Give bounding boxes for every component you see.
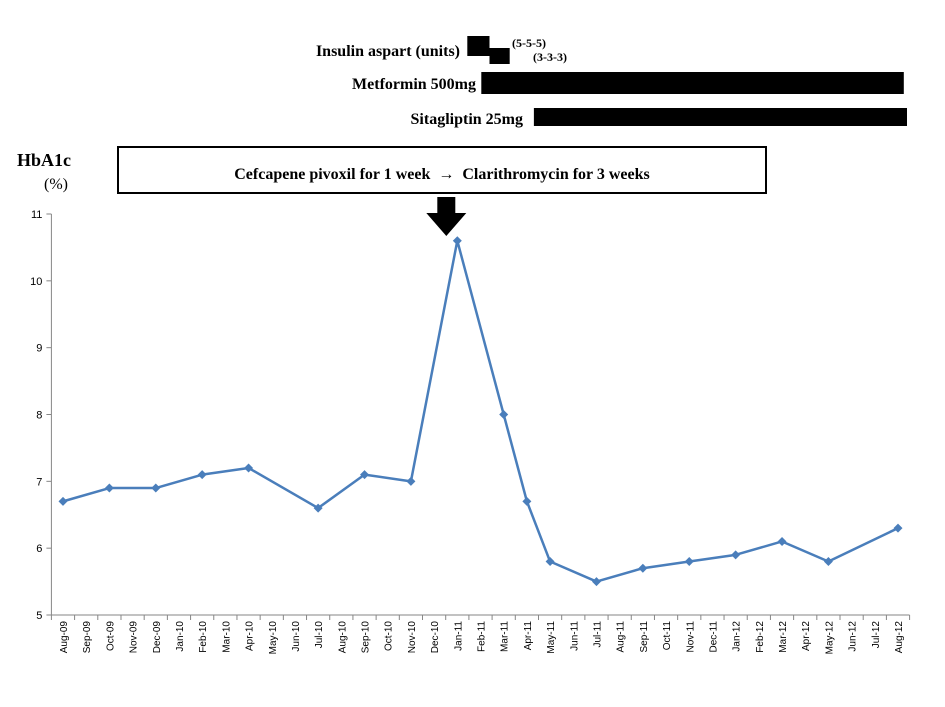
x-tick-label: Sep-11 [639,621,650,653]
x-tick-label: Jul-12 [871,621,882,649]
x-tick-label: Mar-11 [500,621,511,652]
data-point [591,577,601,587]
y-tick-label: 6 [36,543,42,555]
y-tick-label: 11 [31,209,42,221]
drug-label-metformin: Metformin 500mg [352,76,476,93]
x-tick-label: Dec-10 [430,621,441,654]
x-tick-label: Aug-09 [59,621,70,654]
data-point [104,483,114,493]
x-tick-label: Nov-10 [407,621,418,654]
x-tick-label: Oct-11 [662,621,673,651]
x-tick-label: Feb-10 [198,621,209,653]
x-tick-label: Oct-10 [384,621,395,651]
data-point [452,236,462,246]
data-point [893,523,903,533]
x-tick-label: Jan-12 [732,621,743,652]
x-tick-label: Aug-12 [894,621,905,654]
y-tick-label: 10 [30,276,42,288]
insulin-dose-upper: (5-5-5) [512,36,546,50]
x-tick-label: Jul-11 [592,621,603,648]
x-tick-label: May-12 [824,621,835,655]
data-point [731,550,741,560]
data-point [684,557,694,567]
x-tick-label: Feb-12 [755,621,766,653]
x-tick-label: Oct-09 [105,621,116,651]
data-point [638,563,648,573]
y-tick-label: 5 [36,610,42,622]
x-tick-label: Jun-11 [569,621,580,651]
x-tick-label: Mar-10 [221,621,232,653]
x-tick-label: Sep-09 [82,621,93,654]
y-tick-label: 9 [36,343,42,355]
data-point [244,463,254,473]
series-line [62,239,899,583]
x-tick-label: Apr-12 [801,621,812,651]
drug-label-sitagliptin: Sitagliptin 25mg [411,111,523,128]
x-tick-label: Apr-11 [523,621,534,651]
x-tick-label: Dec-09 [152,621,163,654]
insulin-bar-low [489,48,510,64]
x-tick-label: Mar-12 [778,621,789,653]
x-tick-label: Nov-11 [685,621,696,653]
data-point [197,470,207,480]
antibiotic-box [117,146,767,194]
x-tick-label: May-11 [546,621,557,654]
series-hba1c [58,236,903,587]
sitagliptin-bar [533,108,907,126]
x-tick-label: Jun-12 [848,621,859,652]
data-point [58,496,68,506]
data-point [777,536,787,546]
y-tick-label: 7 [36,476,42,488]
x-tick-label: Aug-10 [337,621,348,654]
antibiotic-text: Cefcapene pivoxil for 1 week → Clarithro… [234,166,650,183]
data-point [545,557,555,567]
drug-label-insulin: Insulin aspart (units) [316,43,460,60]
data-point [499,410,509,419]
x-tick-label: Sep-10 [361,621,372,654]
x-tick-label: Jan-11 [453,621,464,651]
data-point [360,470,370,480]
axes: 5 6 7 8 9 10 11 Aug-09 Sep-09 Oct-09 Nov-09 Dec-09 J… [30,209,911,655]
data-point [823,557,833,567]
x-tick-label: Apr-10 [245,621,256,651]
x-tick-label: Feb-11 [477,621,488,652]
x-tick-label: Aug-11 [616,621,627,653]
x-tick-label: Jan-10 [175,621,186,652]
x-tick-label: Jul-10 [314,621,325,649]
y-tick-label: 8 [36,410,42,422]
data-point [406,476,416,486]
x-tick-label: Jun-10 [291,621,302,652]
x-tick-label: Dec-11 [708,621,719,653]
insulin-dose-lower: (3-3-3) [533,50,567,64]
metformin-bar [481,72,904,94]
insulin-bar-high [467,36,490,56]
y-axis-unit: (%) [44,176,68,193]
drug-bars [467,36,907,126]
down-arrow-icon [426,197,467,236]
data-point [522,496,532,506]
data-point [151,483,161,493]
x-tick-label: Nov-09 [129,621,140,654]
x-tick-label: May-10 [268,621,279,655]
y-axis-label: HbA1c [17,150,71,170]
data-point [313,503,323,513]
